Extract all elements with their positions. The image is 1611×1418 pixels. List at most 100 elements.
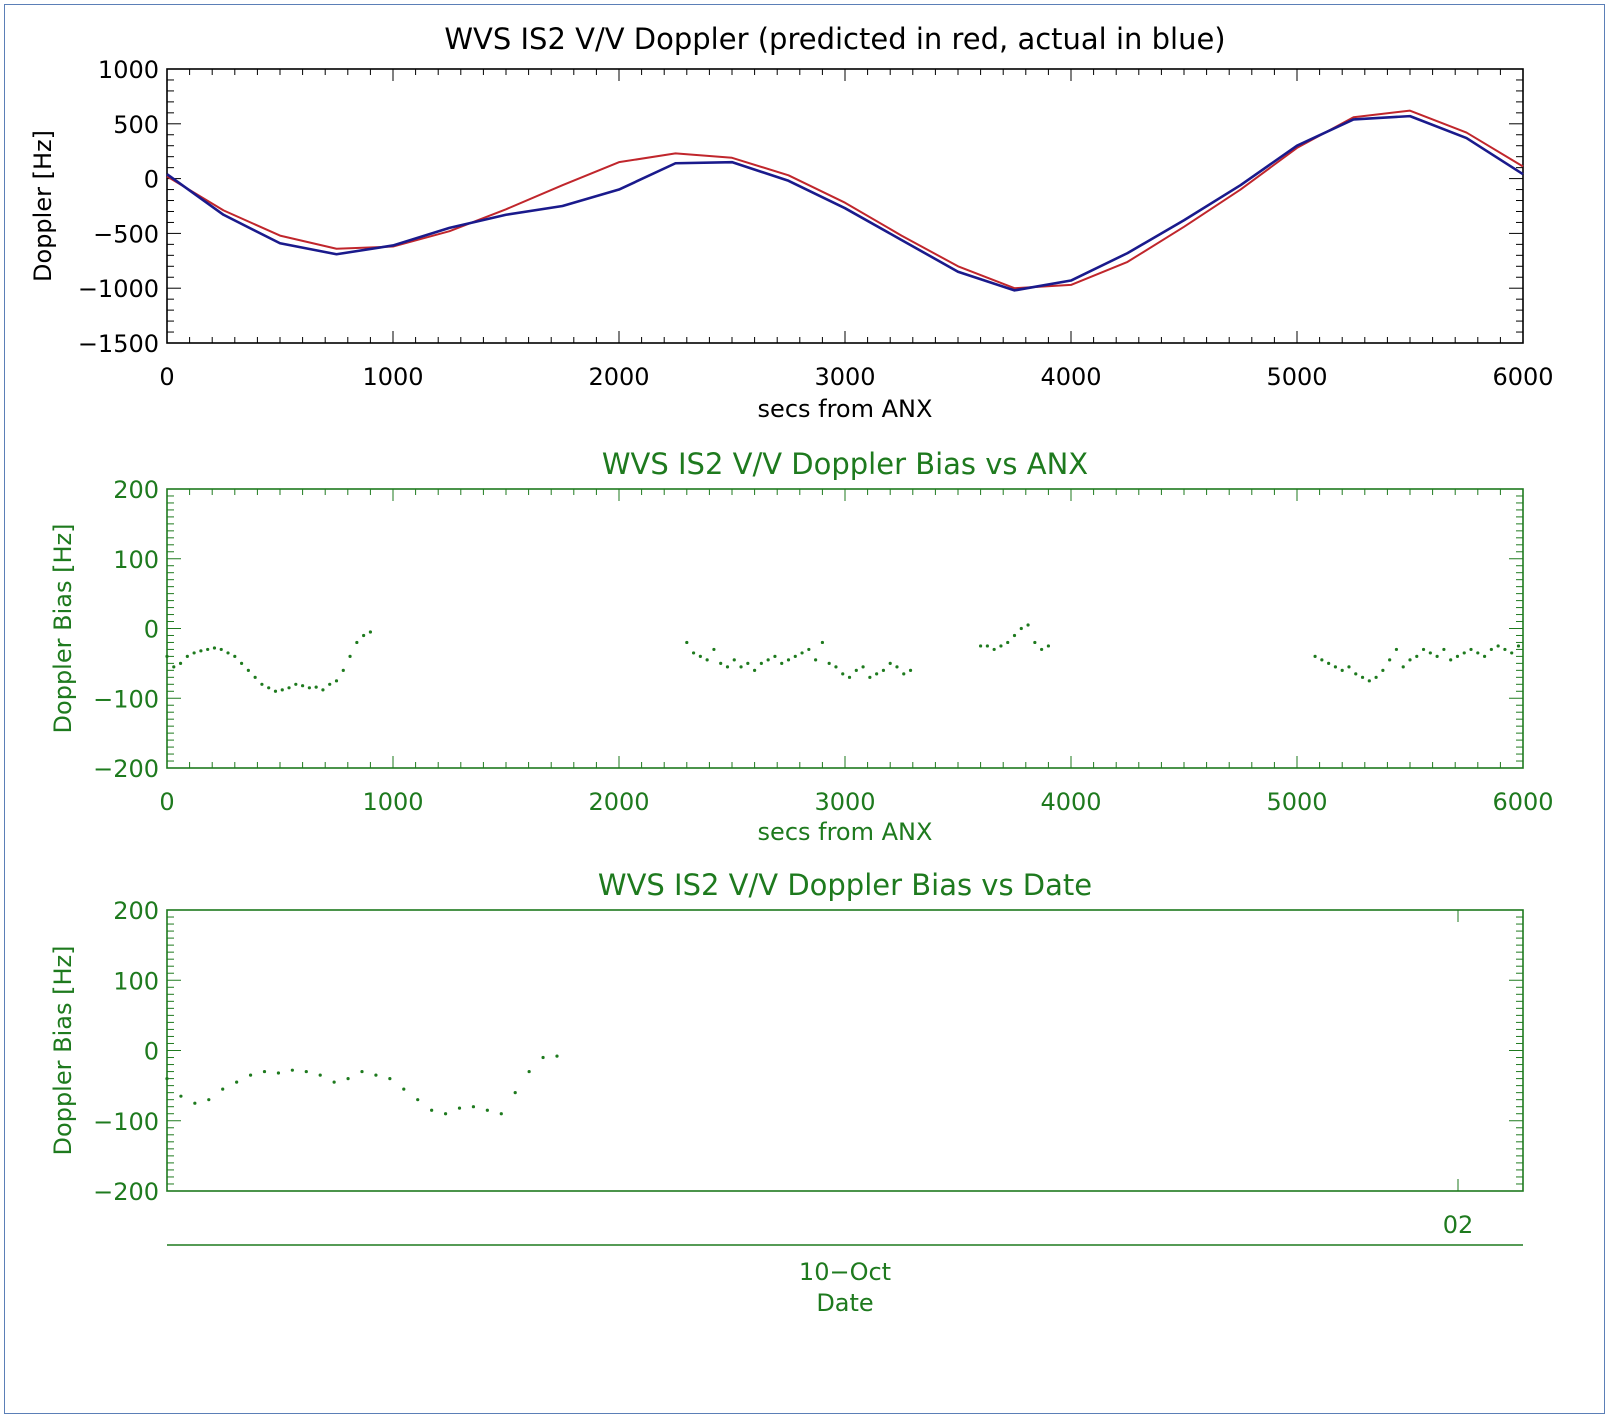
- data-point: [235, 1080, 239, 1084]
- data-point: [1040, 647, 1044, 652]
- data-point: [1381, 668, 1385, 672]
- data-point: [766, 658, 770, 662]
- data-point: [1428, 651, 1432, 655]
- data-point: [368, 630, 372, 634]
- data-point: [1449, 658, 1453, 662]
- data-point: [276, 1071, 281, 1075]
- plot-area-1: [166, 68, 1524, 344]
- data-point: [178, 661, 183, 665]
- data-point: [908, 668, 913, 672]
- data-point: [207, 1098, 211, 1102]
- data-point: [698, 654, 702, 659]
- data-point: [314, 685, 318, 689]
- data-point: [1347, 665, 1351, 669]
- data-point: [362, 633, 366, 638]
- data-point: [685, 640, 689, 645]
- x-axis-label: Date: [816, 1289, 873, 1317]
- data-point: [1019, 626, 1023, 631]
- data-point: [185, 654, 189, 659]
- data-point: [1510, 651, 1514, 655]
- data-point: [1012, 633, 1017, 638]
- data-point: [248, 1073, 253, 1077]
- x-tick-label: 1000: [362, 363, 423, 391]
- data-point: [1408, 658, 1412, 662]
- data-point: [1435, 654, 1439, 659]
- chart-title: WVS IS2 V/V Doppler (predicted in red, a…: [444, 22, 1225, 56]
- data-point: [1516, 644, 1521, 648]
- y-tick-label: 0: [144, 166, 159, 194]
- data-point: [233, 654, 237, 659]
- data-point: [1360, 675, 1365, 679]
- data-point: [443, 1112, 448, 1116]
- data-point: [172, 665, 176, 669]
- data-point: [273, 689, 278, 693]
- data-point: [1374, 675, 1378, 679]
- data-point: [193, 1101, 197, 1105]
- series-predicted-line: [166, 109, 1524, 290]
- data-point: [834, 665, 838, 669]
- data-point: [262, 1069, 267, 1074]
- x-tick-label: 0: [159, 788, 174, 816]
- data-point: [1469, 647, 1473, 652]
- data-point: [773, 654, 777, 659]
- data-point: [280, 688, 284, 692]
- data-point: [471, 1105, 476, 1109]
- data-point: [430, 1108, 434, 1112]
- data-point: [402, 1087, 406, 1091]
- data-point: [332, 1080, 336, 1084]
- data-point: [328, 682, 332, 686]
- data-point: [457, 1106, 462, 1110]
- data-point: [1367, 679, 1371, 683]
- data-point: [499, 1112, 503, 1116]
- x-tick-label: 2000: [588, 788, 649, 816]
- y-axis-label: Doppler Bias [Hz]: [49, 524, 77, 734]
- figure-frame: WVS IS2 V/V Doppler (predicted in red, a…: [4, 4, 1605, 1414]
- data-point: [739, 665, 743, 669]
- data-point: [527, 1069, 531, 1074]
- data-point: [759, 661, 763, 665]
- y-tick-label: −1000: [78, 275, 159, 303]
- data-point: [868, 675, 872, 679]
- series-actual-line: [166, 114, 1524, 292]
- data-point: [348, 654, 352, 659]
- data-point: [206, 647, 210, 652]
- data-point: [854, 668, 858, 672]
- data-point: [374, 1073, 378, 1077]
- data-point: [253, 675, 257, 679]
- y-tick-label: −500: [93, 220, 159, 248]
- chart-title: WVS IS2 V/V Doppler Bias vs ANX: [602, 447, 1088, 481]
- data-point: [902, 672, 906, 676]
- data-point: [513, 1091, 517, 1095]
- x-tick-label: 2000: [588, 363, 649, 391]
- data-point: [793, 654, 797, 659]
- data-point: [1489, 647, 1493, 652]
- y-tick-label: 0: [144, 1038, 159, 1066]
- y-tick-label: 200: [113, 476, 159, 504]
- data-point: [841, 672, 845, 676]
- data-point: [1388, 658, 1392, 662]
- x-axis-label: secs from ANX: [758, 818, 933, 846]
- data-point: [705, 658, 709, 662]
- data-point: [541, 1055, 545, 1060]
- data-point: [1354, 672, 1358, 676]
- data-point: [360, 1069, 364, 1074]
- data-point: [746, 661, 750, 665]
- data-point: [725, 665, 730, 669]
- data-point: [192, 651, 196, 655]
- y-tick-label: −200: [93, 1178, 159, 1206]
- x-axis-label: secs from ANX: [758, 395, 933, 423]
- data-point: [219, 647, 223, 652]
- x-tick-label: 6000: [1492, 788, 1553, 816]
- data-point: [1026, 623, 1030, 627]
- data-point: [334, 679, 339, 683]
- y-tick-label: −100: [93, 1108, 159, 1136]
- y-axis-label: Doppler [Hz]: [29, 130, 57, 282]
- x-tick-label: 02: [1443, 1211, 1474, 1239]
- data-point: [355, 640, 359, 645]
- data-point: [719, 661, 723, 665]
- data-point: [847, 675, 852, 679]
- data-point: [895, 665, 899, 669]
- data-point: [267, 686, 271, 690]
- y-tick-label: −200: [93, 755, 159, 783]
- y-tick-label: −100: [93, 685, 159, 713]
